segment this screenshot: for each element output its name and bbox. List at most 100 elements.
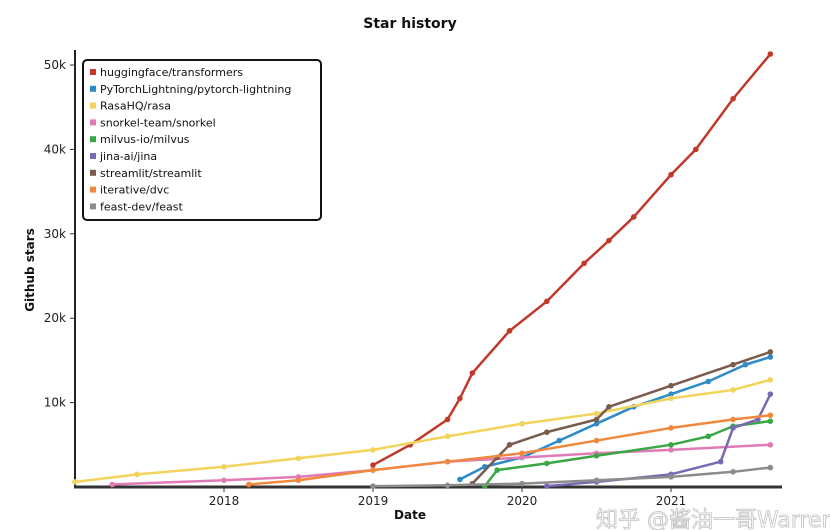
data-point — [668, 391, 674, 397]
data-point — [767, 349, 774, 355]
data-point — [544, 429, 550, 435]
data-point — [742, 361, 749, 368]
legend-swatch — [90, 119, 96, 126]
data-point — [730, 95, 736, 102]
data-point — [519, 420, 525, 427]
chart-title: Star history — [363, 16, 456, 32]
data-point — [246, 481, 252, 488]
series-milvus-io-milvus — [481, 418, 774, 489]
x-axis-label: Date — [394, 508, 426, 522]
legend-swatch — [90, 69, 96, 75]
series-streamlit-streamlit — [469, 349, 774, 487]
data-point — [767, 51, 774, 57]
data-point — [593, 410, 600, 417]
data-point — [544, 483, 550, 489]
data-point — [519, 480, 525, 487]
data-point — [444, 482, 451, 489]
x-tick-label: 2018 — [209, 494, 240, 508]
data-point — [581, 260, 587, 267]
data-point — [295, 477, 302, 484]
data-point — [730, 416, 736, 423]
data-point — [693, 146, 699, 153]
legend-entry: milvus-io/milvus — [100, 133, 190, 146]
data-point — [767, 354, 774, 360]
legend: huggingface/transformers PyTorchLightning… — [82, 59, 322, 221]
data-point — [457, 476, 463, 483]
data-point — [544, 460, 550, 467]
data-point — [370, 467, 376, 473]
data-point — [593, 452, 600, 459]
legend-entry: huggingface/transformers — [100, 66, 243, 79]
legend-swatch — [90, 85, 96, 92]
series-line — [459, 355, 771, 481]
data-point — [221, 463, 227, 470]
data-point — [668, 442, 674, 448]
data-point — [717, 458, 724, 465]
legend-entry: iterative/dvc — [100, 184, 169, 197]
data-point — [767, 464, 774, 471]
series-jina-ai-jina — [544, 391, 774, 489]
legend-entry: streamlit/streamlit — [100, 167, 202, 180]
data-point — [444, 416, 451, 423]
data-point — [668, 382, 674, 389]
series-line — [483, 419, 771, 487]
data-point — [370, 483, 376, 489]
legend-swatch — [90, 186, 96, 193]
data-point — [295, 455, 302, 462]
y-tick-label: 50k — [44, 58, 66, 72]
data-point — [457, 395, 463, 402]
series-pytorchlightning-pytorch-lightning — [457, 354, 774, 483]
y-tick-label: 10k — [44, 396, 66, 410]
data-point — [606, 237, 612, 244]
data-point — [370, 462, 376, 468]
data-point — [630, 214, 637, 220]
x-tick-label: 2020 — [507, 494, 538, 508]
series-line — [372, 53, 772, 467]
y-tick-label: 20k — [44, 311, 66, 325]
data-point — [72, 479, 78, 485]
data-point — [767, 418, 774, 424]
data-point — [221, 477, 227, 484]
legend-entry: feast-dev/feast — [100, 200, 183, 213]
data-point — [767, 442, 774, 448]
legend-swatch — [90, 203, 96, 210]
data-point — [668, 474, 674, 480]
data-point — [730, 425, 736, 431]
legend-swatch — [90, 169, 96, 176]
data-point — [668, 447, 674, 453]
data-point — [730, 387, 736, 393]
data-point — [544, 298, 550, 305]
x-tick-label: 2021 — [656, 494, 687, 508]
data-point — [370, 447, 376, 453]
data-point — [767, 391, 774, 397]
data-point — [593, 437, 600, 444]
legend-entry: snorkel-team/snorkel — [100, 116, 216, 129]
data-point — [730, 361, 736, 368]
legend-swatch — [90, 102, 96, 109]
data-point — [705, 433, 712, 440]
series-rasahq-rasa — [72, 377, 774, 485]
x-tick-label: 2019 — [358, 494, 389, 508]
y-axis-label: Github stars — [23, 228, 37, 312]
data-point — [519, 454, 525, 461]
legend-swatch — [90, 136, 96, 143]
series-line — [471, 350, 771, 485]
data-point — [606, 404, 612, 410]
data-point — [556, 437, 563, 444]
data-point — [134, 471, 140, 478]
data-point — [668, 425, 674, 431]
data-point — [519, 450, 525, 457]
data-point — [593, 477, 600, 484]
data-point — [469, 370, 476, 376]
data-point — [668, 395, 674, 402]
legend-swatch — [90, 153, 96, 159]
data-point — [444, 433, 451, 440]
watermark: 知乎 @酱油一哥Warren — [596, 508, 830, 530]
legend-box — [82, 59, 322, 221]
data-point — [444, 458, 451, 465]
data-point — [767, 377, 774, 383]
series-huggingface-transformers — [370, 51, 774, 468]
series-iterative-dvc — [246, 412, 774, 488]
